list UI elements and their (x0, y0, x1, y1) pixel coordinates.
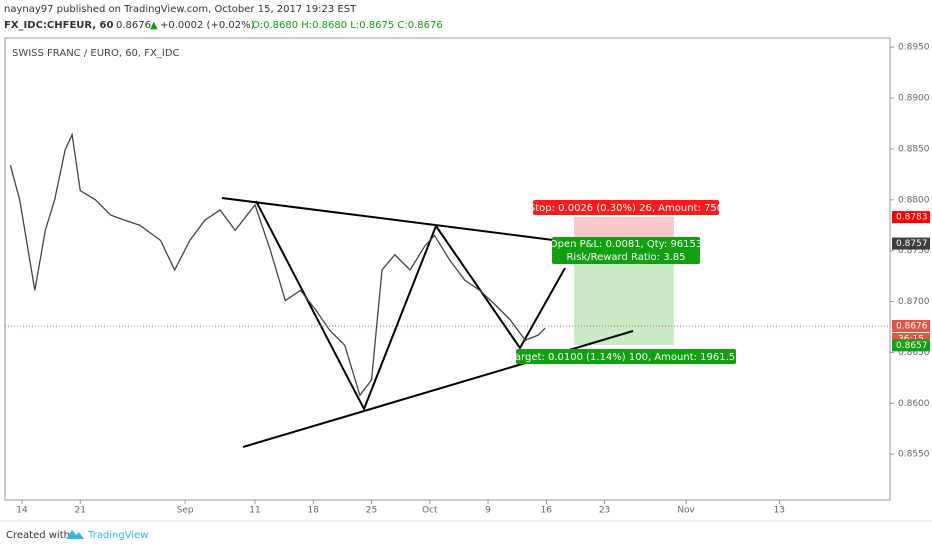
y-tick-label: 0.8650 (898, 348, 930, 358)
brand: TradingView (87, 530, 148, 541)
logo (66, 530, 84, 539)
x-tick-label: 11 (249, 506, 260, 516)
y-tick-label: 0.8800 (898, 195, 930, 205)
x-tick-label: 13 (774, 506, 785, 516)
x-tick-label: 9 (485, 506, 491, 516)
x-tick-label: Nov (677, 506, 695, 516)
y-tick-label: 0.8600 (898, 399, 930, 409)
y-tick-label: 0.8700 (898, 297, 930, 307)
price-marker (892, 319, 930, 332)
x-tick-label: 21 (75, 506, 86, 516)
y-tick-label: 0.8750 (898, 246, 930, 256)
stop-box (533, 200, 719, 215)
plot-frame (4, 37, 891, 501)
chart-title: SWISS FRANC / EURO, 60, FX_IDC (12, 48, 180, 59)
symbol: FX_IDC:CHFEUR, 60 (4, 20, 114, 31)
y-tick-label: 0.8900 (898, 94, 930, 104)
ohlc: O:0.8680 H:0.8680 L:0.8675 C:0.8676 (252, 20, 443, 31)
price-marker-label: 0.8783 (896, 213, 928, 223)
target-text: Target: 0.0100 (1.14%) 100, Amount: 1961… (509, 352, 741, 363)
stop-text: Stop: 0.0026 (0.30%) 26, Amount: 750 (529, 203, 723, 214)
price-marker-label: 0.8757 (896, 239, 928, 249)
price-marker (892, 211, 930, 224)
x-tick-label: Sep (177, 506, 194, 516)
x-tick-label: 23 (599, 506, 610, 516)
rr-text: Risk/Reward Ratio: 3.85 (566, 252, 685, 263)
price-marker-label: 0.8657 (896, 341, 928, 351)
y-tick-label: 0.8550 (898, 450, 930, 460)
arrow: ▲ (150, 20, 158, 31)
x-tick-label: Oct (422, 506, 438, 516)
price-marker (892, 237, 930, 250)
change: +0.0002 (+0.02%) (160, 20, 255, 31)
x-tick-label: 18 (308, 506, 320, 516)
target-box (516, 349, 736, 364)
x-tick-label: 16 (541, 506, 553, 516)
publisher: naynay97 published on TradingView.com, O… (4, 4, 357, 15)
created-with: Created with (6, 530, 70, 541)
price-line (9, 132, 546, 397)
pnl-text: Open P&L: 0.0081, Qty: 96153 (550, 239, 703, 250)
y-tick-label: 0.8950 (898, 43, 930, 53)
price-marker-label: 0.8676 (896, 321, 928, 331)
x-tick-label: 14 (16, 506, 28, 516)
y-tick-label: 0.8850 (898, 144, 930, 154)
price-marker (892, 339, 930, 352)
pnl-box (552, 237, 700, 264)
x-tick-label: 25 (366, 506, 377, 516)
drawings (221, 197, 634, 448)
last-price: 0.8676 (116, 20, 151, 31)
